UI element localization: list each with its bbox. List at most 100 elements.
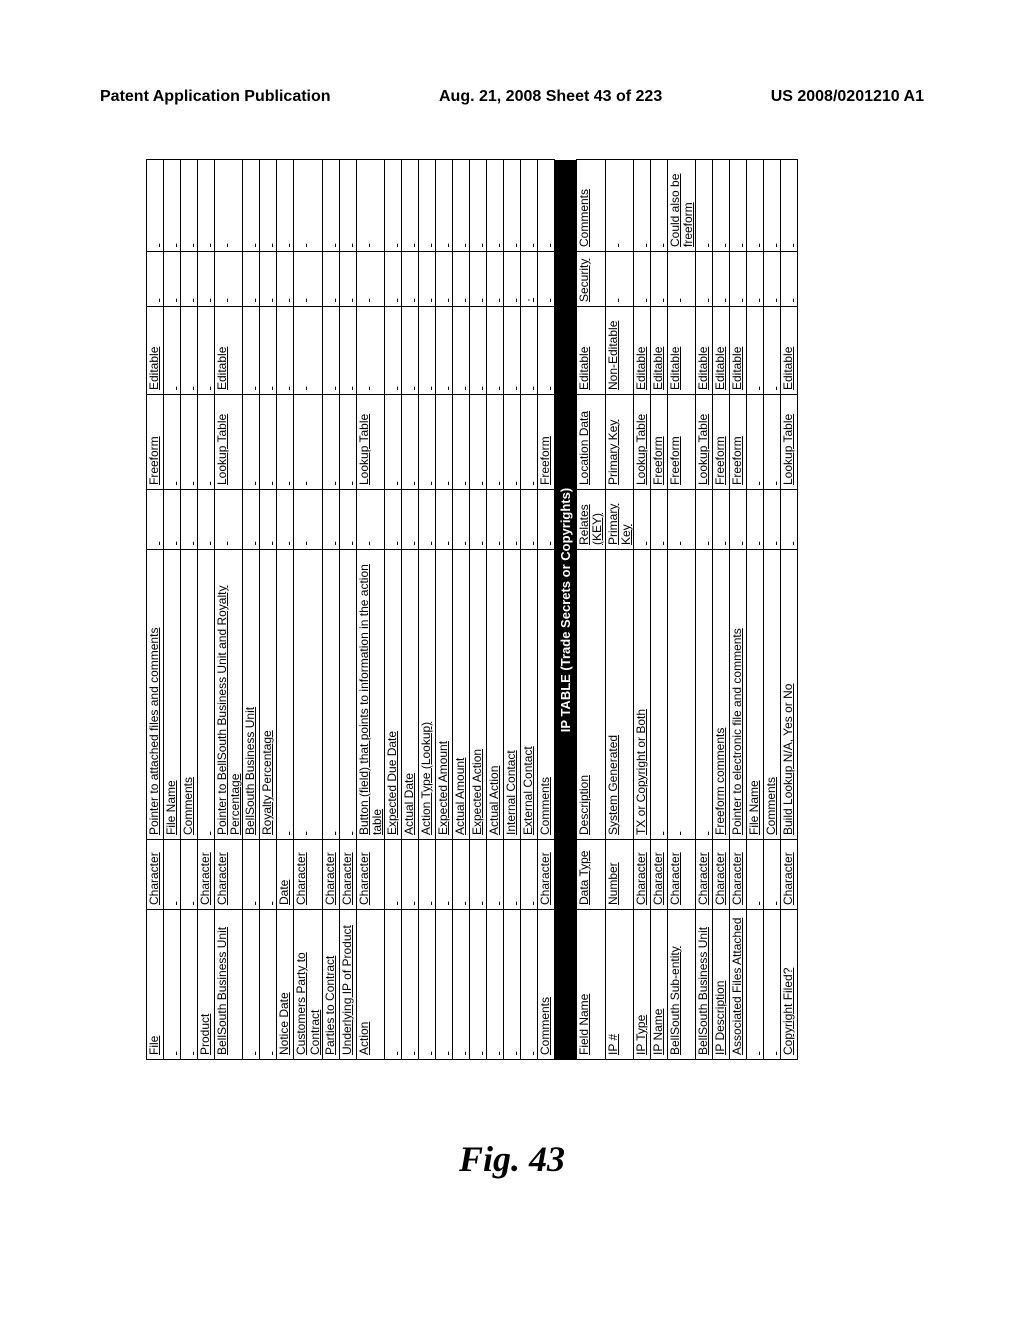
- table-cell: Lookup Table: [696, 395, 713, 490]
- table-cell: [277, 490, 294, 550]
- table-cell: [470, 395, 487, 490]
- table-cell: [436, 910, 453, 1060]
- table-cell: [385, 252, 402, 307]
- table-cell: [436, 395, 453, 490]
- table-cell: IP Type: [633, 910, 650, 1060]
- table-cell: [696, 252, 713, 307]
- table-cell: Character: [730, 840, 747, 910]
- table-cell: Character: [696, 840, 713, 910]
- table-header-cell: Security: [577, 252, 605, 307]
- table-row: Parties to ContractCharacter: [322, 160, 339, 1060]
- table-cell: [322, 307, 339, 395]
- table-cell: Build Lookup N/A, Yes or No: [781, 550, 798, 840]
- table-cell: [294, 550, 322, 840]
- table-row: FileCharacterPointer to attached files a…: [147, 160, 164, 1060]
- table-cell: [470, 160, 487, 252]
- table-cell: Expected Due Date: [385, 550, 402, 840]
- table-row: Associated Files AttachedCharacterPointe…: [730, 160, 747, 1060]
- table-cell: [322, 160, 339, 252]
- table-cell: IP Description: [713, 910, 730, 1060]
- table-cell: [487, 395, 504, 490]
- table-cell: Royalty Percentage: [260, 550, 277, 840]
- table-cell: [164, 840, 181, 910]
- table-cell: [781, 160, 798, 252]
- table-cell: Pointer to BellSouth Business Unit and R…: [215, 550, 243, 840]
- table-cell: Editable: [215, 307, 243, 395]
- table-cell: [419, 160, 436, 252]
- table-cell: Freeform: [538, 395, 555, 490]
- table-cell: [419, 490, 436, 550]
- table-cell: [713, 490, 730, 550]
- table-cell: [436, 840, 453, 910]
- table-cell: [504, 307, 521, 395]
- table-cell: [322, 490, 339, 550]
- table-cell: Character: [713, 840, 730, 910]
- table-cell: Freeform: [730, 395, 747, 490]
- table-cell: [696, 550, 713, 840]
- table-cell: [277, 160, 294, 252]
- table-cell: [164, 910, 181, 1060]
- table-row: BellSouth Business Unit: [243, 160, 260, 1060]
- table-cell: [470, 840, 487, 910]
- table-row: Comments: [764, 160, 781, 1060]
- table-cell: [521, 307, 538, 395]
- table-header-cell: Comments: [577, 160, 605, 252]
- table-b-body: IP #NumberSystem GeneratedPrimary KeyPri…: [605, 160, 798, 1060]
- table-cell: Character: [147, 840, 164, 910]
- table-cell: [277, 395, 294, 490]
- table-cell: Could also be freeform: [667, 160, 695, 252]
- table-header-cell: Field Name: [577, 910, 605, 1060]
- table-cell: [747, 840, 764, 910]
- table-cell: [764, 910, 781, 1060]
- table-cell: [667, 490, 695, 550]
- table-row: Notice DateDate: [277, 160, 294, 1060]
- table-cell: [164, 307, 181, 395]
- table-cell: [385, 910, 402, 1060]
- table-cell: TX or Copyright or Both: [633, 550, 650, 840]
- table-cell: [402, 160, 419, 252]
- table-cell: BellSouth Sub-entity: [667, 910, 695, 1060]
- table-cell: [781, 252, 798, 307]
- table-cell: Character: [667, 840, 695, 910]
- table-cell: Actual Amount: [453, 550, 470, 840]
- table-cell: [538, 307, 555, 395]
- table-cell: [487, 910, 504, 1060]
- table-cell: [322, 550, 339, 840]
- table-cell: Date: [277, 840, 294, 910]
- table-cell: [730, 490, 747, 550]
- header-left: Patent Application Publication: [100, 88, 331, 106]
- table-cell: [419, 395, 436, 490]
- table-cell: [294, 490, 322, 550]
- table-cell: Editable: [713, 307, 730, 395]
- table-cell: Internal Contact: [504, 550, 521, 840]
- table-row: Expected Action: [470, 160, 487, 1060]
- table-cell: [339, 252, 356, 307]
- table-cell: [385, 307, 402, 395]
- table-cell: Character: [294, 840, 322, 910]
- table-cell: [356, 252, 384, 307]
- table-cell: [504, 395, 521, 490]
- table-cell: [243, 395, 260, 490]
- table-cell: Actual Action: [487, 550, 504, 840]
- table-cell: [419, 840, 436, 910]
- table-cell: File Name: [164, 550, 181, 840]
- table-cell: [487, 307, 504, 395]
- table-row: ActionCharacterButton (field) that point…: [356, 160, 384, 1060]
- table-cell: Character: [356, 840, 384, 910]
- table-cell: [356, 490, 384, 550]
- table-cell: Copyright Filed?: [781, 910, 798, 1060]
- table-cell: Character: [322, 840, 339, 910]
- table-cell: File: [147, 910, 164, 1060]
- table-row: Customers Party to ContractCharacter: [294, 160, 322, 1060]
- table-cell: [198, 252, 215, 307]
- table-cell: [764, 840, 781, 910]
- table-row: IP DescriptionCharacterFreeform comments…: [713, 160, 730, 1060]
- table-cell: BellSouth Business Unit: [696, 910, 713, 1060]
- table-cell: BellSouth Business Unit: [215, 910, 243, 1060]
- table-cell: [243, 307, 260, 395]
- table-cell: [402, 307, 419, 395]
- table-cell: [667, 550, 695, 840]
- table-cell: [181, 910, 198, 1060]
- table-cell: [260, 910, 277, 1060]
- table-cell: Lookup Table: [215, 395, 243, 490]
